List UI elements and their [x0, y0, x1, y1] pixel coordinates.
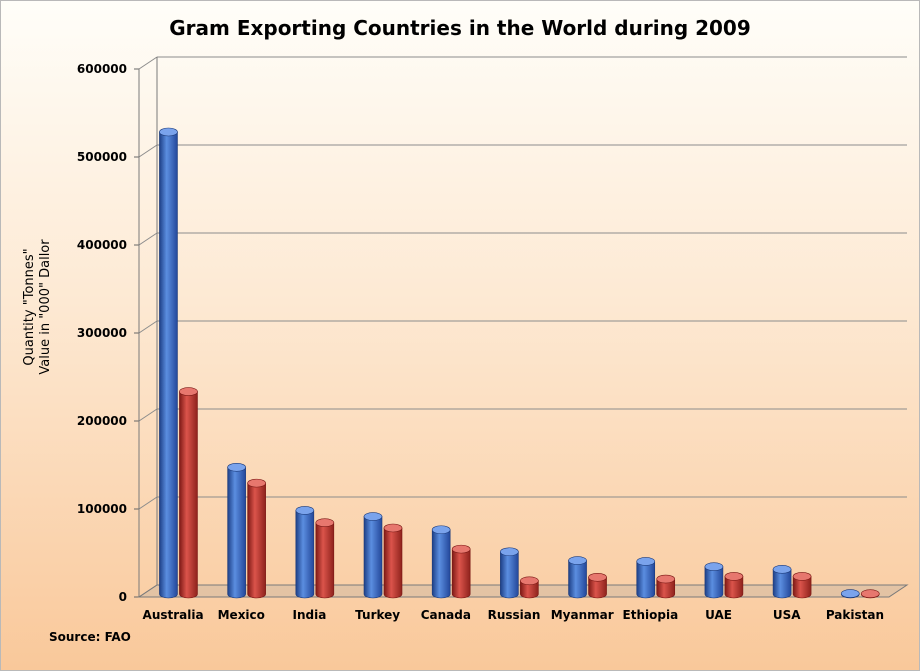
bar-red-uae	[724, 572, 744, 599]
y-tick-label: 600000	[77, 62, 127, 76]
x-tick-label: India	[293, 608, 327, 622]
y-tick-label: 200000	[77, 414, 127, 428]
x-tick-label: Pakistan	[826, 608, 884, 622]
gridline-depth	[138, 496, 158, 510]
y-tick-label: 100000	[77, 502, 127, 516]
bar-blue-myanmar	[568, 556, 587, 599]
y-axis-label-line-2: Value in "000" Dallor	[38, 239, 53, 375]
bar-blue-canada	[431, 525, 451, 599]
x-tick-label: Canada	[421, 608, 471, 622]
bar-blue-pakistan	[840, 589, 860, 599]
y-tick-label: 0	[119, 590, 127, 604]
x-tick-label: Myanmar	[551, 608, 614, 622]
bar-blue-uae	[704, 562, 724, 599]
gridline-depth	[138, 144, 158, 158]
x-tick-label: Ethiopia	[623, 608, 679, 622]
gridline-depth	[138, 408, 158, 422]
x-tick-label: Australia	[143, 608, 204, 622]
bar-blue-turkey	[363, 512, 383, 599]
source-note: Source: FAO	[49, 630, 131, 644]
bar-red-myanmar	[588, 572, 607, 599]
gridline-depth	[138, 56, 158, 70]
bar-blue-russian	[500, 547, 519, 599]
bar-blue-ethiopia	[636, 557, 656, 599]
bar-red-australia	[179, 387, 198, 599]
bar-red-canada	[451, 544, 471, 599]
bar-blue-usa	[772, 565, 792, 599]
y-tick-label: 300000	[77, 326, 127, 340]
y-tick-label: 400000	[77, 238, 127, 252]
y-tick-label: 500000	[77, 150, 127, 164]
chart-title: Gram Exporting Countries in the World du…	[169, 16, 751, 40]
x-tick-label: UAE	[705, 608, 732, 622]
bar-blue-mexico	[227, 462, 246, 599]
bar-red-pakistan	[860, 589, 880, 599]
bar-blue-australia	[159, 127, 178, 599]
x-tick-label: USA	[773, 608, 801, 622]
y-axis-label-line-1: Quantity "Tonnes"	[22, 248, 37, 365]
bar-blue-india	[295, 506, 315, 599]
gridline-depth	[138, 320, 158, 334]
bar-red-ethiopia	[656, 574, 676, 599]
bar-red-usa	[792, 572, 812, 599]
bar-red-mexico	[247, 478, 266, 599]
x-tick-label: Turkey	[355, 608, 400, 622]
bar-red-russian	[520, 576, 539, 599]
bar-red-turkey	[383, 523, 403, 599]
x-tick-label: Mexico	[218, 608, 265, 622]
x-tick-label: Russian	[488, 608, 541, 622]
gridline-depth	[138, 232, 158, 246]
bar-red-india	[315, 518, 335, 599]
